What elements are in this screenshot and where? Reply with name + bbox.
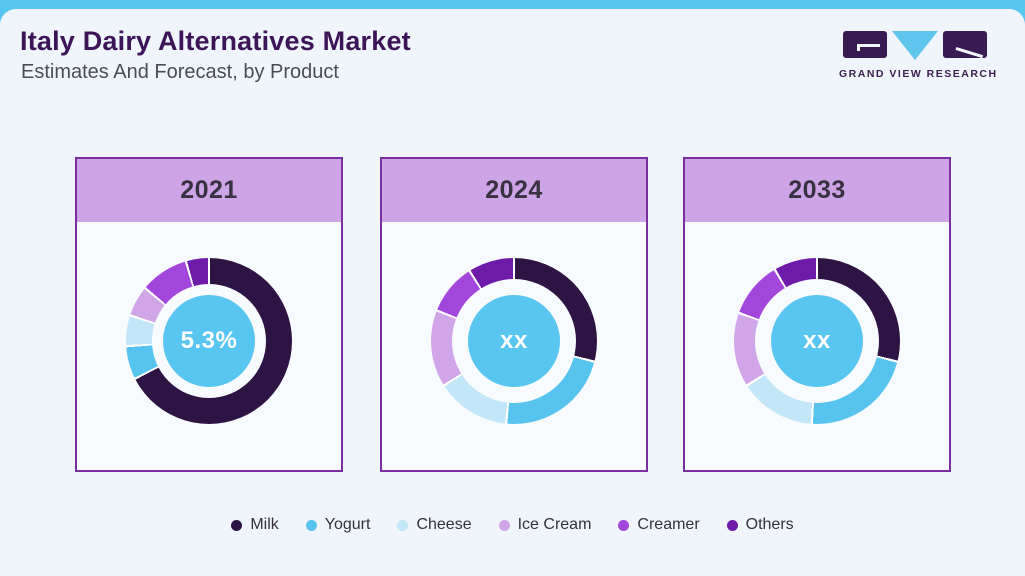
legend-dot-icon — [231, 519, 243, 531]
legend-dot-icon — [618, 519, 630, 531]
legend-dot-icon — [726, 519, 738, 531]
brand-name: GRAND VIEW RESEARCH — [839, 68, 998, 80]
year-card-2033: 2033 xx — [683, 157, 951, 472]
report-header: Italy Dairy Alternatives Market Estimate… — [20, 26, 411, 84]
donut-chart-2033: xx — [734, 258, 900, 424]
legend-item-ice-cream: Ice Cream — [498, 516, 591, 534]
year-card-2021: 2021 5.3% — [75, 157, 343, 472]
chart-legend: Milk Yogurt Cheese Ice Cream Creamer Oth… — [0, 516, 1025, 534]
legend-item-milk: Milk — [231, 516, 279, 534]
donut-center-value: xx — [771, 295, 863, 387]
page-subtitle: Estimates And Forecast, by Product — [21, 61, 339, 83]
donut-center-value: xx — [468, 295, 560, 387]
donut-chart-2021: 5.3% — [126, 258, 292, 424]
logo-letter-g-icon — [843, 31, 887, 58]
legend-item-creamer: Creamer — [618, 516, 700, 534]
year-card-2024: 2024 xx — [380, 157, 648, 472]
donut-center-value: 5.3% — [163, 295, 255, 387]
legend-item-cheese: Cheese — [397, 516, 472, 534]
legend-item-others: Others — [726, 516, 794, 534]
legend-item-yogurt: Yogurt — [305, 516, 370, 534]
legend-dot-icon — [305, 519, 317, 531]
logo-letter-r-icon — [943, 31, 987, 58]
year-card-header: 2033 — [685, 159, 949, 222]
logo-letter-v-icon — [892, 31, 938, 60]
content-surface: Italy Dairy Alternatives Market Estimate… — [0, 9, 1025, 576]
year-card-header: 2021 — [77, 159, 341, 222]
grand-view-research-logo: GRAND VIEW RESEARCH — [839, 31, 998, 80]
legend-dot-icon — [397, 519, 409, 531]
year-card-header: 2024 — [382, 159, 646, 222]
donut-chart-2024: xx — [431, 258, 597, 424]
legend-dot-icon — [498, 519, 510, 531]
gvr-logo-mark — [839, 31, 991, 61]
page-title: Italy Dairy Alternatives Market — [20, 26, 411, 56]
